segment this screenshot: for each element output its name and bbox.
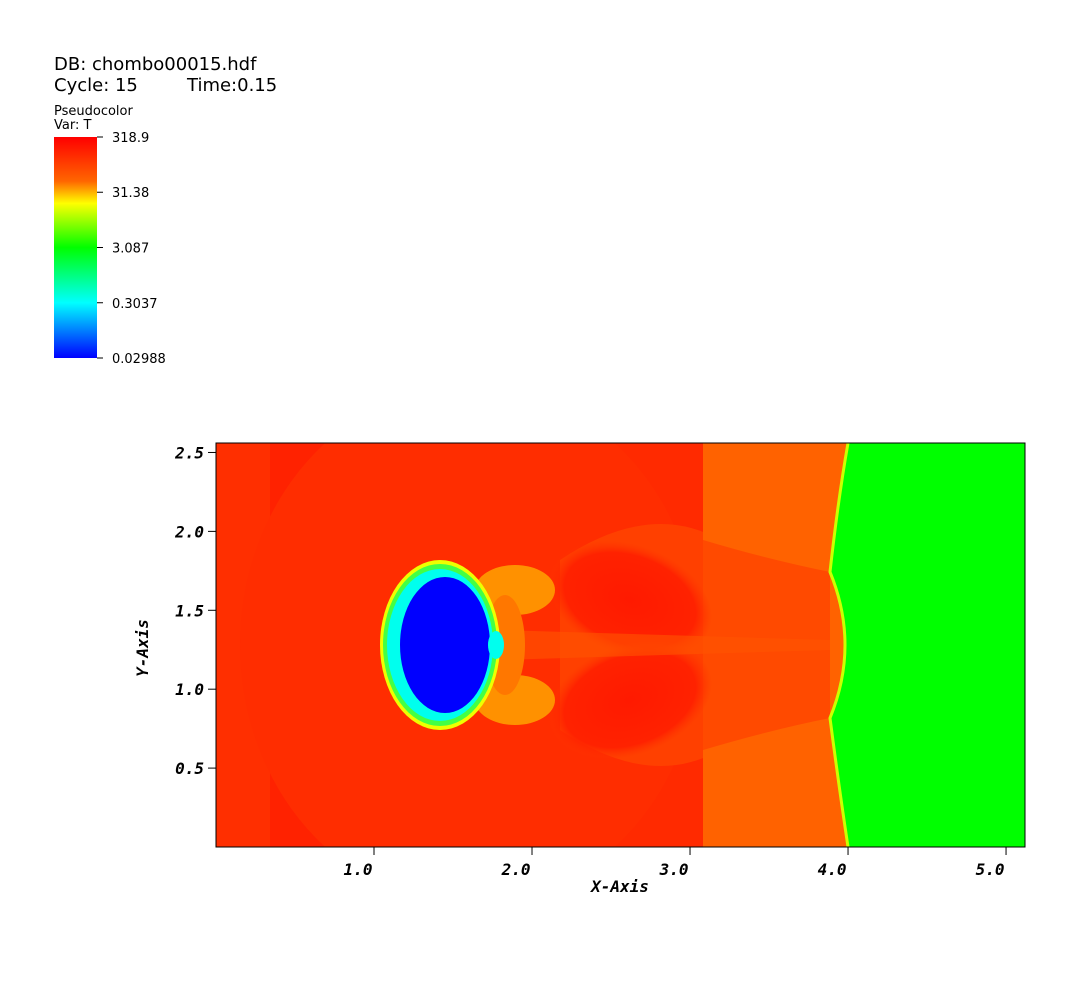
y-tick-label: 2.5 [174, 443, 204, 462]
x-tick-label: 2.0 [501, 860, 531, 879]
y-tick-label: 0.5 [175, 759, 204, 778]
y-tick-label: 1.0 [175, 680, 204, 699]
cycle-label: Cycle: 15 [54, 75, 138, 96]
x-tick-label: 1.0 [344, 860, 373, 879]
colorbar-tick-label: 31.38 [112, 186, 149, 201]
y-tick-label: 1.5 [175, 601, 204, 620]
plot-frame [215, 442, 1026, 848]
db-label: DB: chombo00015.hdf [54, 54, 257, 75]
legend-title: Pseudocolor [54, 104, 133, 119]
pseudocolor-field [216, 443, 1025, 847]
legend-var: Var: T [54, 118, 91, 133]
x-tick-label: 4.0 [818, 860, 847, 879]
colorbar-tick-label: 0.02988 [112, 352, 166, 367]
x-axis-label: X-Axis [589, 877, 649, 896]
y-tick-label: 2.0 [174, 522, 204, 541]
x-tick-label: 3.0 [659, 860, 689, 879]
colorbar-tick-label: 0.3037 [112, 297, 158, 312]
colorbar-tick-label: 3.087 [112, 241, 149, 256]
colorbar [54, 137, 97, 358]
x-tick-label: 5.0 [976, 860, 1005, 879]
colorbar-tick-label: 318.9 [112, 131, 149, 146]
y-axis-label: Y-Axis [133, 619, 152, 677]
time-label: Time:0.15 [186, 75, 277, 96]
